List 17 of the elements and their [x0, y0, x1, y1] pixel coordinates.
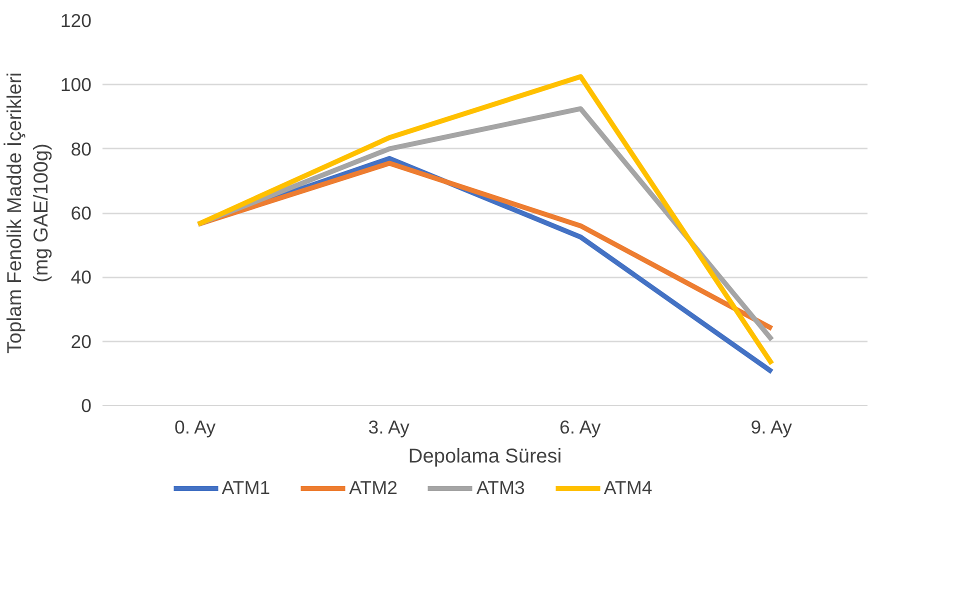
legend-label: ATM3	[476, 477, 525, 499]
y-tick-label: 0	[81, 395, 92, 416]
y-tick-label: 40	[70, 266, 92, 288]
x-tick-label: 0. Ay	[174, 416, 216, 438]
y-tick-label: 60	[70, 202, 92, 224]
x-axis-title: Depolama Süresi	[408, 446, 562, 468]
y-tick-label: 20	[70, 330, 92, 352]
y-tick-label: 80	[70, 138, 92, 160]
legend-label: ATM1	[222, 477, 270, 499]
y-axis-title: Toplam Fenolik Madde İçerikleri (mg GAE/100g)	[2, 72, 52, 354]
y-tick-label: 100	[60, 74, 92, 96]
legend-label: ATM2	[349, 477, 398, 499]
legend-label: ATM4	[604, 477, 652, 499]
x-tick-label: 9. Ay	[750, 416, 793, 438]
x-tick-label: 6. Ay	[560, 416, 602, 438]
x-tick-label: 3. Ay	[368, 416, 410, 438]
y-tick-label: 120	[60, 10, 92, 31]
